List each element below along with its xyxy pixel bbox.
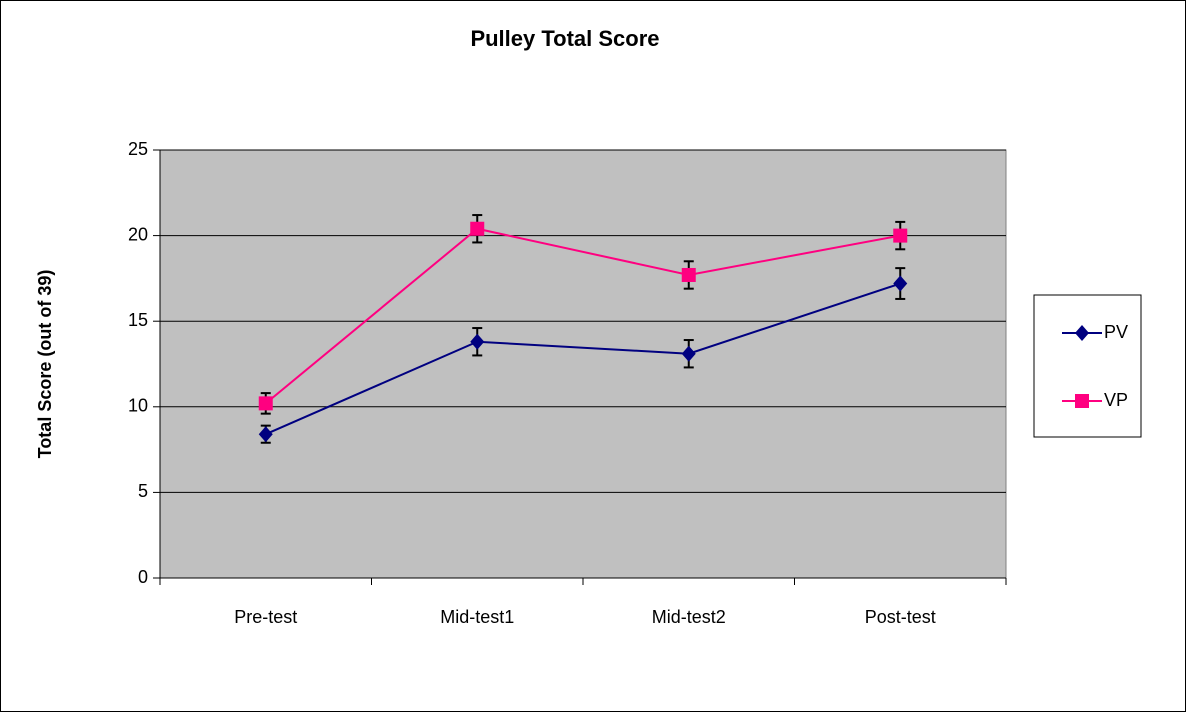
x-tick-label: Mid-test1 [440,607,514,627]
data-point [258,426,273,443]
y-tick-label: 25 [128,139,148,159]
y-tick-label: 5 [138,481,148,501]
data-point [681,345,696,362]
series-line [265,282,901,436]
y-tick-label: 20 [128,224,148,244]
series-line [265,227,901,405]
data-point [470,221,485,236]
plot-area [159,149,1007,579]
chart-title: Pulley Total Score [470,26,659,51]
y-axis-label: Total Score (out of 39) [35,270,55,459]
legend-label: VP [1104,390,1128,410]
legend-marker [1075,325,1089,341]
data-point [893,275,908,292]
legend-box [1033,294,1142,438]
x-tick-label: Mid-test2 [652,607,726,627]
data-point [681,267,696,282]
y-tick-label: 10 [128,396,148,416]
legend-label: PV [1104,322,1128,342]
x-tick-label: Pre-test [234,607,297,627]
y-tick-label: 0 [138,567,148,587]
data-point [470,333,485,350]
x-tick-label: Post-test [865,607,936,627]
data-point [258,396,273,411]
legend-marker [1075,394,1089,408]
y-tick-label: 15 [128,310,148,330]
data-point [893,228,908,243]
